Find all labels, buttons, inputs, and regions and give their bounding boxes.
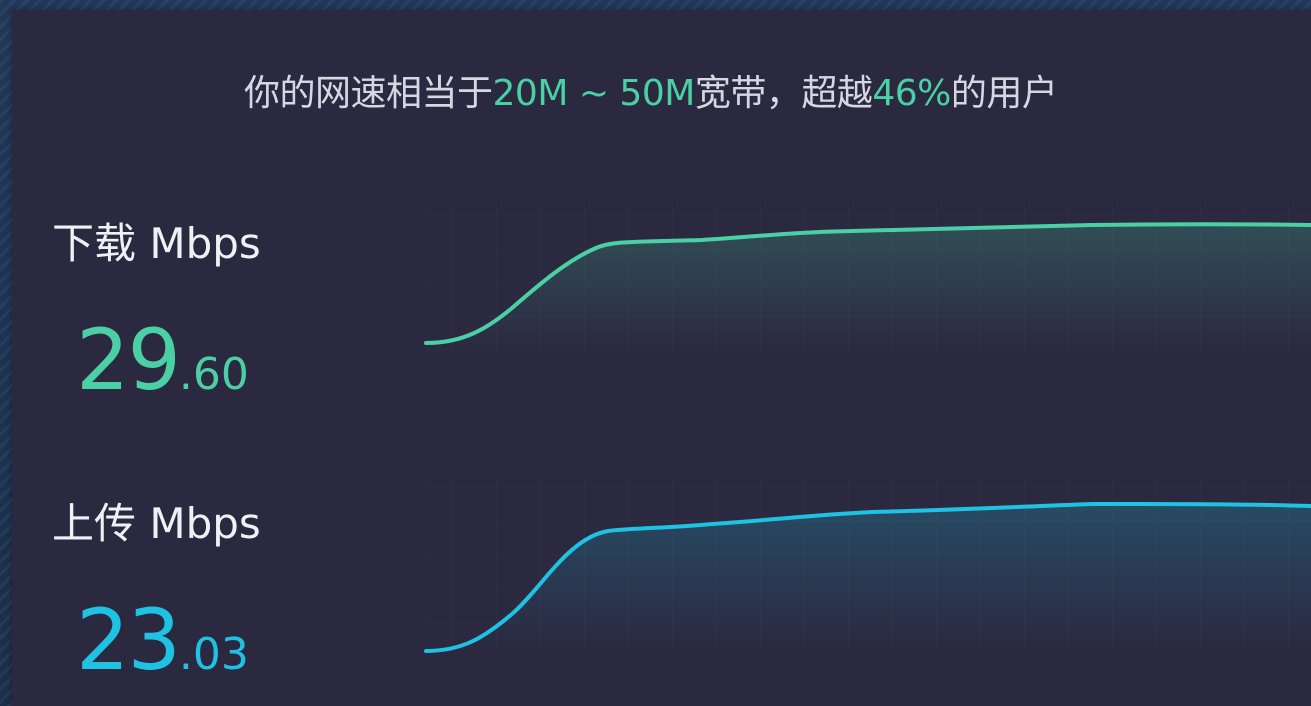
upload-speed-area — [426, 504, 1311, 651]
download-speed-area — [426, 224, 1311, 352]
upload-value-dec: .03 — [178, 629, 249, 680]
upload-label: 上传 Mbps — [52, 499, 261, 548]
speed-summary: 你的网速相当于20M ~ 50M宽带，超越46%的用户 — [244, 68, 1058, 120]
upload-value: 23.03 — [76, 598, 249, 682]
summary-prefix: 你的网速相当于 — [244, 73, 493, 114]
upload-value-int: 23 — [76, 591, 181, 689]
download-value-dec: .60 — [178, 349, 249, 400]
download-value-int: 29 — [76, 311, 181, 409]
summary-suffix: 的用户 — [950, 73, 1058, 114]
percentile-value: 46% — [872, 73, 951, 114]
download-speed-line — [424, 222, 1311, 345]
upload-speed-line — [424, 501, 1311, 653]
speed-result-panel: 你的网速相当于20M ~ 50M宽带，超越46%的用户 下载 Mbps 29.6… — [12, 10, 1311, 706]
download-label: 下载 Mbps — [52, 219, 261, 268]
bandwidth-range: 20M ~ 50M — [492, 73, 696, 114]
speed-charts — [424, 202, 1311, 653]
download-value: 29.60 — [76, 318, 249, 402]
summary-middle: 宽带，超越 — [694, 73, 873, 114]
